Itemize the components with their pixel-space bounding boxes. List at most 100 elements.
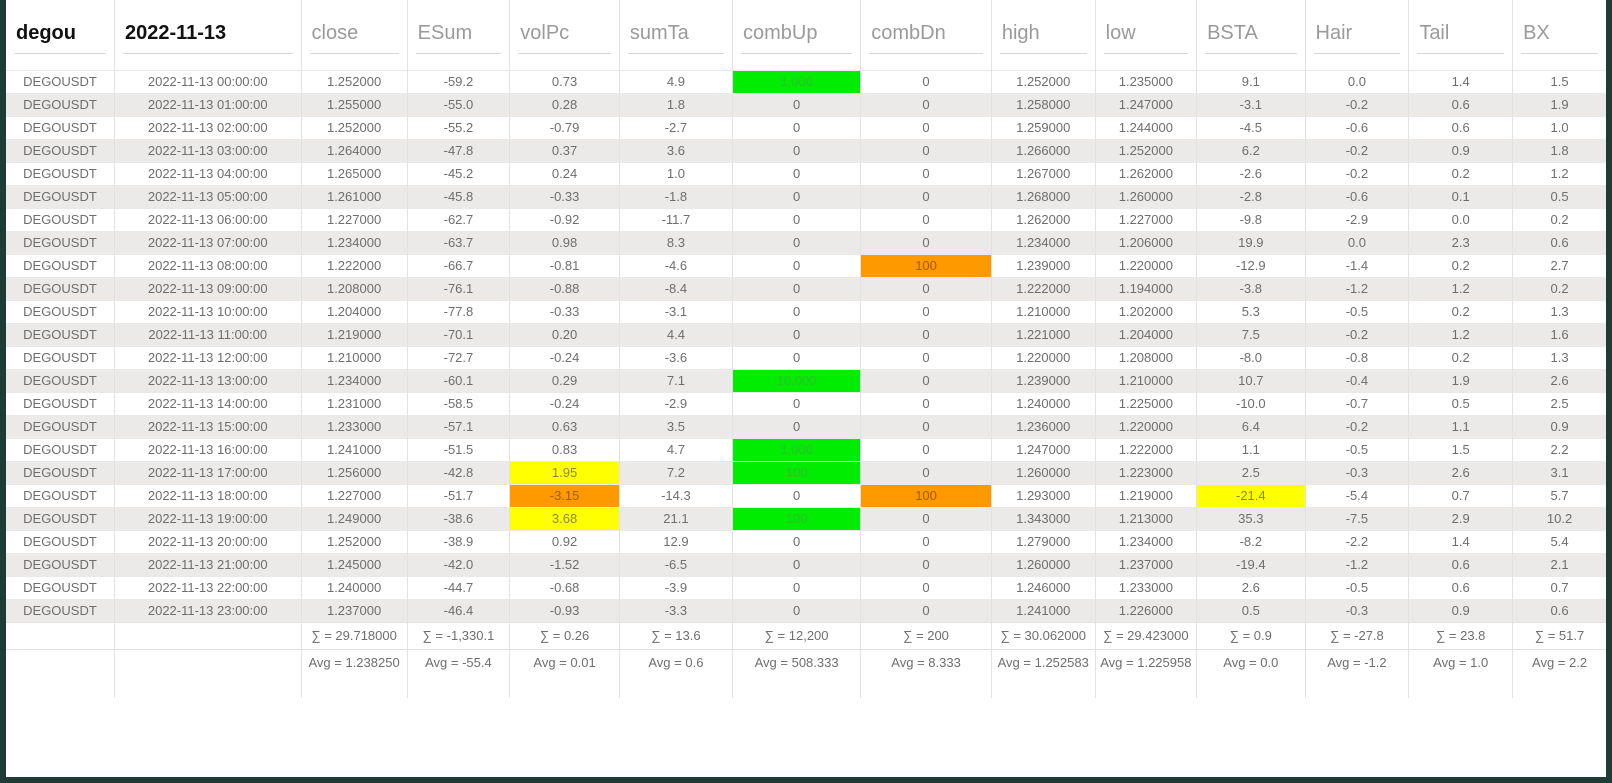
cell-time: 2022-11-13 15:00:00 <box>114 415 302 439</box>
cell-high: 1.260000 <box>991 461 1096 485</box>
cell-low: 1.213000 <box>1095 507 1198 531</box>
table-row[interactable]: DEGOUSDT 2022-11-13 04:00:00 1.265000 -45.2… <box>6 162 1606 186</box>
cell-esum: -46.4 <box>407 599 511 623</box>
cell-tail: 1.4 <box>1408 530 1514 554</box>
date-filter-header[interactable]: 2022-11-13 <box>114 0 302 71</box>
column-header-combdn[interactable]: combDn <box>860 0 992 71</box>
column-header-close[interactable]: close <box>301 0 408 71</box>
column-header-sumta[interactable]: sumTa <box>619 0 733 71</box>
table-row[interactable]: DEGOUSDT 2022-11-13 05:00:00 1.261000 -45.8… <box>6 185 1606 209</box>
cell-volpc: 0.92 <box>509 530 620 554</box>
table-row[interactable]: DEGOUSDT 2022-11-13 06:00:00 1.227000 -62.7… <box>6 208 1606 232</box>
column-header-esum[interactable]: ESum <box>407 0 511 71</box>
cell-combup: 0 <box>732 484 862 508</box>
table-row[interactable]: DEGOUSDT 2022-11-13 23:00:00 1.237000 -46.4… <box>6 599 1606 623</box>
cell-esum: -62.7 <box>407 208 511 232</box>
sum-cell: ∑ = -27.8 <box>1305 622 1410 650</box>
cell-hair: -0.2 <box>1305 162 1410 186</box>
cell-hair: -0.4 <box>1305 369 1410 393</box>
table-row[interactable]: DEGOUSDT 2022-11-13 15:00:00 1.233000 -57.1… <box>6 415 1606 439</box>
date-filter-input[interactable]: 2022-11-13 <box>122 16 293 54</box>
column-header-high[interactable]: high <box>991 0 1096 71</box>
sum-cell-empty <box>114 622 302 650</box>
cell-hair: -0.5 <box>1305 300 1410 324</box>
cell-sumta: -3.9 <box>619 576 733 600</box>
cell-high: 1.210000 <box>991 300 1096 324</box>
cell-close: 1.265000 <box>301 162 408 186</box>
table-row[interactable]: DEGOUSDT 2022-11-13 14:00:00 1.231000 -58.5… <box>6 392 1606 416</box>
symbol-filter-input[interactable]: degou <box>14 16 106 54</box>
cell-close: 1.234000 <box>301 369 408 393</box>
cell-sumta: -3.1 <box>619 300 733 324</box>
table-row[interactable]: DEGOUSDT 2022-11-13 22:00:00 1.240000 -44.7… <box>6 576 1606 600</box>
column-header-label: combDn <box>869 16 983 54</box>
table-row[interactable]: DEGOUSDT 2022-11-13 10:00:00 1.204000 -77.8… <box>6 300 1606 324</box>
table-row[interactable]: DEGOUSDT 2022-11-13 03:00:00 1.264000 -47.8… <box>6 139 1606 163</box>
table-row[interactable]: DEGOUSDT 2022-11-13 11:00:00 1.219000 -70.1… <box>6 323 1606 347</box>
cell-volpc: 0.29 <box>509 369 620 393</box>
cell-volpc: 0.28 <box>509 93 620 117</box>
cell-bsta: -9.8 <box>1196 208 1306 232</box>
table-row[interactable]: DEGOUSDT 2022-11-13 08:00:00 1.222000 -66.7… <box>6 254 1606 278</box>
cell-hair: -0.2 <box>1305 93 1410 117</box>
table-row[interactable]: DEGOUSDT 2022-11-13 16:00:00 1.241000 -51.5… <box>6 438 1606 462</box>
cell-low: 1.244000 <box>1095 116 1198 140</box>
cell-esum: -63.7 <box>407 231 511 255</box>
cell-high: 1.259000 <box>991 116 1096 140</box>
cell-tail: 0.2 <box>1408 254 1514 278</box>
symbol-filter-header[interactable]: degou <box>6 0 115 71</box>
column-header-label: BX <box>1521 16 1598 54</box>
cell-esum: -38.6 <box>407 507 511 531</box>
cell-high: 1.252000 <box>991 70 1096 94</box>
table-row[interactable]: DEGOUSDT 2022-11-13 17:00:00 1.256000 -42.8… <box>6 461 1606 485</box>
cell-bx: 1.2 <box>1512 162 1606 186</box>
table-row[interactable]: DEGOUSDT 2022-11-13 19:00:00 1.249000 -38.6… <box>6 507 1606 531</box>
table-row[interactable]: DEGOUSDT 2022-11-13 07:00:00 1.234000 -63.7… <box>6 231 1606 255</box>
cell-bx: 0.5 <box>1512 185 1606 209</box>
cell-high: 1.222000 <box>991 277 1096 301</box>
table-row[interactable]: DEGOUSDT 2022-11-13 02:00:00 1.252000 -55.2… <box>6 116 1606 140</box>
cell-time: 2022-11-13 02:00:00 <box>114 116 302 140</box>
cell-combup: 1,000 <box>732 70 862 94</box>
cell-high: 1.267000 <box>991 162 1096 186</box>
table-row[interactable]: DEGOUSDT 2022-11-13 00:00:00 1.252000 -59.2… <box>6 70 1606 94</box>
cell-bsta: -2.6 <box>1196 162 1306 186</box>
column-header-tail[interactable]: Tail <box>1408 0 1514 71</box>
cell-combup: 0 <box>732 139 862 163</box>
cell-time: 2022-11-13 16:00:00 <box>114 438 302 462</box>
column-header-low[interactable]: low <box>1095 0 1198 71</box>
cell-sumta: -3.6 <box>619 346 733 370</box>
table-row[interactable]: DEGOUSDT 2022-11-13 09:00:00 1.208000 -76.1… <box>6 277 1606 301</box>
data-table-panel: degou 2022-11-13 close ESum volPc sumTa … <box>6 0 1606 777</box>
cell-time: 2022-11-13 18:00:00 <box>114 484 302 508</box>
cell-tail: 1.4 <box>1408 70 1514 94</box>
cell-tail: 2.6 <box>1408 461 1514 485</box>
cell-symbol: DEGOUSDT <box>6 461 115 485</box>
cell-esum: -55.2 <box>407 116 511 140</box>
cell-bsta: 6.4 <box>1196 415 1306 439</box>
cell-bx: 0.6 <box>1512 599 1606 623</box>
column-header-bx[interactable]: BX <box>1513 0 1606 71</box>
table-row[interactable]: DEGOUSDT 2022-11-13 18:00:00 1.227000 -51.7… <box>6 484 1606 508</box>
table-row[interactable]: DEGOUSDT 2022-11-13 13:00:00 1.234000 -60.1… <box>6 369 1606 393</box>
cell-close: 1.237000 <box>301 599 408 623</box>
table-row[interactable]: DEGOUSDT 2022-11-13 01:00:00 1.255000 -55.0… <box>6 93 1606 117</box>
table-row[interactable]: DEGOUSDT 2022-11-13 20:00:00 1.252000 -38.9… <box>6 530 1606 554</box>
cell-bsta: -8.0 <box>1196 346 1306 370</box>
cell-sumta: 4.9 <box>619 70 733 94</box>
cell-close: 1.256000 <box>301 461 408 485</box>
column-header-label: Tail <box>1417 16 1505 54</box>
cell-close: 1.227000 <box>301 484 408 508</box>
cell-symbol: DEGOUSDT <box>6 139 115 163</box>
cell-time: 2022-11-13 04:00:00 <box>114 162 302 186</box>
cell-volpc: -0.93 <box>509 599 620 623</box>
cell-volpc: -0.24 <box>509 346 620 370</box>
column-header-hair[interactable]: Hair <box>1305 0 1410 71</box>
cell-combup: 0 <box>732 530 862 554</box>
column-header-volpc[interactable]: volPc <box>509 0 620 71</box>
column-header-bsta[interactable]: BSTA <box>1196 0 1306 71</box>
column-header-combup[interactable]: combUp <box>732 0 862 71</box>
cell-symbol: DEGOUSDT <box>6 599 115 623</box>
table-row[interactable]: DEGOUSDT 2022-11-13 21:00:00 1.245000 -42.0… <box>6 553 1606 577</box>
table-row[interactable]: DEGOUSDT 2022-11-13 12:00:00 1.210000 -72.7… <box>6 346 1606 370</box>
